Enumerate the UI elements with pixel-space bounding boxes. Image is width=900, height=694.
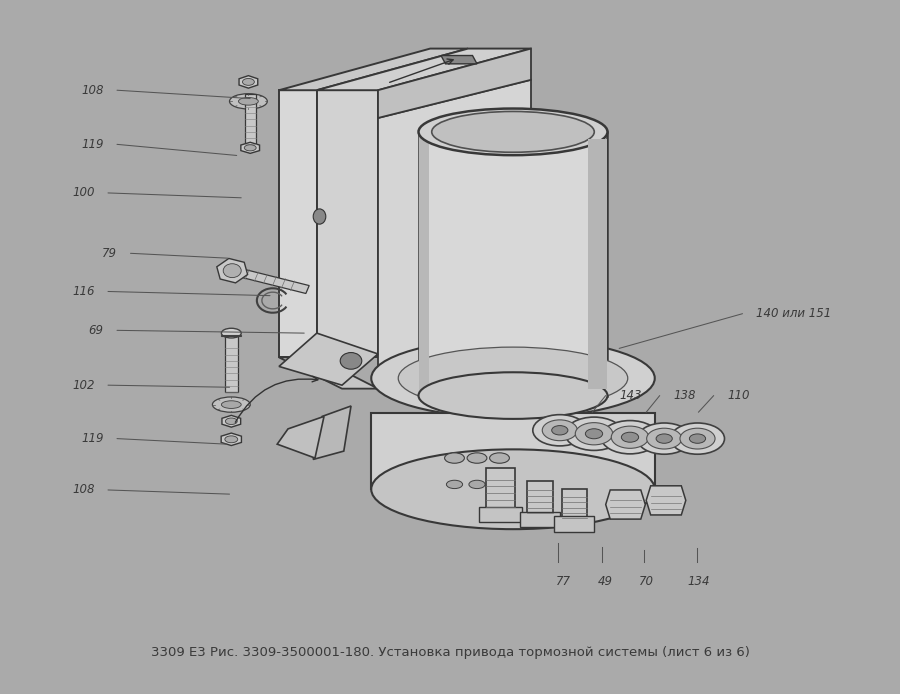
Ellipse shape bbox=[398, 347, 628, 409]
Text: 77: 77 bbox=[556, 575, 571, 588]
Ellipse shape bbox=[490, 452, 509, 464]
Ellipse shape bbox=[552, 425, 568, 435]
Text: 79: 79 bbox=[102, 247, 117, 260]
Ellipse shape bbox=[565, 417, 623, 450]
Ellipse shape bbox=[418, 372, 608, 419]
Ellipse shape bbox=[225, 418, 238, 425]
Polygon shape bbox=[317, 49, 531, 90]
Text: 110: 110 bbox=[727, 389, 750, 402]
Polygon shape bbox=[606, 490, 645, 519]
Ellipse shape bbox=[445, 452, 464, 464]
Text: 108: 108 bbox=[72, 484, 94, 496]
Polygon shape bbox=[554, 516, 594, 532]
Polygon shape bbox=[277, 416, 324, 458]
Ellipse shape bbox=[242, 78, 255, 85]
Text: 100: 100 bbox=[72, 187, 94, 199]
Ellipse shape bbox=[371, 450, 655, 529]
Ellipse shape bbox=[533, 414, 587, 446]
Polygon shape bbox=[313, 406, 351, 459]
Text: 134: 134 bbox=[688, 575, 709, 588]
Ellipse shape bbox=[244, 145, 256, 151]
Polygon shape bbox=[317, 90, 378, 357]
Polygon shape bbox=[217, 258, 248, 283]
Ellipse shape bbox=[647, 428, 682, 449]
Text: 102: 102 bbox=[72, 379, 94, 391]
Text: 108: 108 bbox=[81, 84, 104, 96]
Ellipse shape bbox=[230, 94, 267, 109]
Text: 116: 116 bbox=[72, 285, 94, 298]
Ellipse shape bbox=[575, 423, 613, 445]
Polygon shape bbox=[418, 132, 429, 396]
Polygon shape bbox=[221, 433, 241, 446]
Text: 143: 143 bbox=[619, 389, 642, 402]
Circle shape bbox=[340, 353, 362, 369]
Ellipse shape bbox=[212, 397, 250, 412]
Ellipse shape bbox=[225, 436, 238, 443]
Text: 140 или 151: 140 или 151 bbox=[756, 307, 832, 320]
Text: 138: 138 bbox=[673, 389, 696, 402]
Polygon shape bbox=[486, 468, 515, 514]
Ellipse shape bbox=[371, 338, 655, 418]
Polygon shape bbox=[279, 90, 317, 357]
Ellipse shape bbox=[221, 328, 241, 338]
Text: 119: 119 bbox=[81, 138, 104, 151]
Ellipse shape bbox=[467, 452, 487, 464]
Ellipse shape bbox=[223, 264, 241, 278]
Polygon shape bbox=[479, 507, 522, 522]
Text: 70: 70 bbox=[639, 575, 653, 588]
Ellipse shape bbox=[585, 429, 603, 439]
Ellipse shape bbox=[601, 421, 659, 454]
Ellipse shape bbox=[689, 434, 706, 443]
Polygon shape bbox=[221, 335, 241, 336]
Ellipse shape bbox=[542, 420, 577, 441]
Ellipse shape bbox=[446, 480, 463, 489]
Polygon shape bbox=[222, 415, 240, 427]
Ellipse shape bbox=[621, 432, 639, 442]
Ellipse shape bbox=[313, 209, 326, 224]
Ellipse shape bbox=[494, 480, 510, 489]
Polygon shape bbox=[418, 132, 608, 396]
Ellipse shape bbox=[656, 434, 672, 443]
Polygon shape bbox=[562, 489, 587, 523]
Polygon shape bbox=[588, 139, 608, 389]
Ellipse shape bbox=[637, 423, 691, 455]
Polygon shape bbox=[527, 481, 553, 519]
Polygon shape bbox=[279, 49, 468, 90]
Ellipse shape bbox=[680, 428, 715, 449]
Text: 119: 119 bbox=[81, 432, 104, 445]
Ellipse shape bbox=[469, 480, 485, 489]
Polygon shape bbox=[279, 357, 378, 389]
Polygon shape bbox=[230, 266, 310, 294]
Ellipse shape bbox=[432, 112, 594, 152]
Text: 3309 E3 Рис. 3309-3500001-180. Установка привода тормозной системы (лист 6 из 6): 3309 E3 Рис. 3309-3500001-180. Установка… bbox=[150, 646, 750, 659]
Ellipse shape bbox=[670, 423, 724, 455]
Polygon shape bbox=[225, 335, 238, 392]
Polygon shape bbox=[378, 49, 531, 118]
Polygon shape bbox=[441, 56, 477, 64]
Polygon shape bbox=[279, 333, 378, 385]
Polygon shape bbox=[239, 76, 257, 88]
Ellipse shape bbox=[221, 401, 241, 408]
Ellipse shape bbox=[611, 426, 649, 448]
Ellipse shape bbox=[238, 98, 258, 105]
Ellipse shape bbox=[418, 108, 608, 155]
Text: 69: 69 bbox=[88, 324, 104, 337]
Polygon shape bbox=[245, 94, 256, 144]
Polygon shape bbox=[520, 512, 560, 527]
Polygon shape bbox=[378, 80, 531, 389]
Polygon shape bbox=[371, 413, 654, 489]
Polygon shape bbox=[646, 486, 686, 515]
Polygon shape bbox=[241, 142, 259, 153]
Text: 49: 49 bbox=[598, 575, 613, 588]
